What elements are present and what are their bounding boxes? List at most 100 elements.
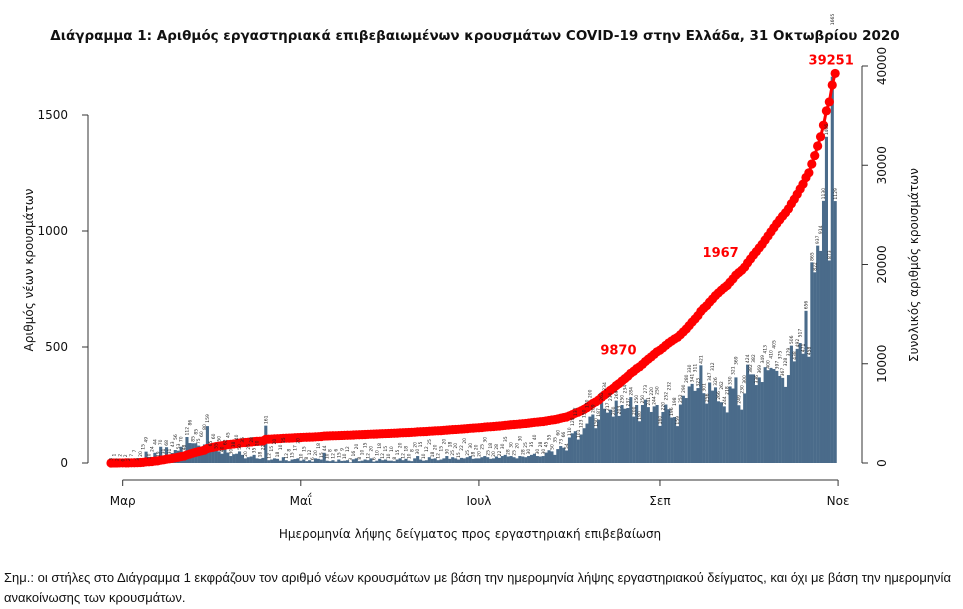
- bar-value-label: 53: [176, 443, 182, 449]
- footnote: Σημ.: οι στήλες στο Διάγραμμα 1 εκφράζου…: [4, 570, 951, 605]
- bar: [363, 459, 367, 463]
- bar: [541, 456, 545, 463]
- bar-value-label: 30: [415, 449, 421, 455]
- bar: [346, 460, 350, 463]
- bar-value-label: 85: [193, 429, 199, 435]
- bar-value-label: 301: [701, 383, 707, 392]
- bar-value-label: 22: [459, 445, 465, 451]
- bar: [419, 459, 423, 463]
- bar: [544, 452, 548, 463]
- bar: [348, 462, 353, 463]
- bar-value-label: 35: [552, 437, 558, 443]
- bar: [781, 377, 785, 463]
- bar-value-label: 822: [812, 262, 818, 271]
- bar-value-label: 20: [138, 451, 144, 457]
- bar-value-label: 150: [593, 418, 599, 427]
- bar-value-label: 86: [187, 420, 193, 426]
- bar-value-label: 20: [514, 443, 520, 449]
- bar: [185, 437, 189, 463]
- bar: [232, 454, 236, 463]
- bar: [632, 416, 636, 463]
- bar: [570, 433, 574, 463]
- bar-value-label: 873: [827, 250, 833, 259]
- bar-value-label: 330: [728, 376, 734, 385]
- bar: [486, 457, 490, 463]
- bar: [246, 457, 250, 463]
- bar: [567, 437, 572, 463]
- bar-value-label: 28: [494, 444, 500, 450]
- bar: [229, 456, 233, 463]
- bar-value-label: 56: [173, 434, 179, 440]
- bar-value-label: 15: [418, 442, 424, 448]
- bar-value-label: 10: [421, 453, 427, 459]
- bar-value-label: 8: [287, 449, 293, 452]
- bar: [696, 388, 700, 463]
- bar-value-label: 60: [555, 430, 561, 436]
- bar: [573, 431, 577, 463]
- bar-value-label: 9: [339, 448, 345, 451]
- bar: [804, 310, 808, 463]
- bar-value-label: 38: [231, 442, 237, 448]
- bar-value-label: 323: [696, 378, 702, 387]
- bar: [503, 454, 507, 463]
- bar-value-label: 15: [439, 446, 445, 452]
- bar: [351, 459, 355, 463]
- bar: [500, 456, 504, 463]
- bar-value-label: 312: [710, 362, 716, 371]
- bar-value-label: 7: [129, 454, 135, 457]
- bar-value-label: 12: [266, 453, 272, 459]
- bar-value-label: 284: [628, 387, 634, 396]
- bar-value-label: 200: [611, 406, 617, 415]
- cumulative-point: [821, 106, 832, 116]
- bar-value-label: 249: [736, 395, 742, 404]
- bar: [471, 458, 475, 463]
- bar-value-label: 12: [345, 446, 351, 452]
- y2-tick-label: 10000: [875, 345, 889, 383]
- bar-value-label: 8: [357, 457, 363, 460]
- bar-value-label: 20: [453, 443, 459, 449]
- bar: [760, 382, 764, 463]
- bar: [442, 458, 446, 463]
- bar: [386, 460, 390, 463]
- bar: [509, 456, 513, 463]
- bar: [705, 403, 709, 463]
- bar-value-label: 2: [126, 458, 132, 461]
- bar: [795, 348, 799, 463]
- bar: [824, 136, 828, 464]
- bar-value-label: 230: [608, 392, 614, 401]
- bar: [404, 458, 408, 463]
- bar: [810, 262, 814, 463]
- bar: [322, 452, 326, 463]
- bar: [751, 374, 755, 463]
- bar: [249, 456, 253, 463]
- bar-value-label: 3: [348, 458, 354, 461]
- bar-value-label: 250: [620, 395, 626, 404]
- bar-value-label: 44: [322, 445, 328, 451]
- bar-value-label: 10: [374, 450, 380, 456]
- bar: [310, 461, 315, 463]
- bar-value-label: 220: [649, 387, 655, 396]
- bar: [623, 408, 627, 463]
- bar: [401, 460, 405, 463]
- bar: [579, 434, 583, 463]
- bar-value-label: 220: [660, 402, 666, 411]
- bar: [778, 376, 782, 463]
- bar: [789, 345, 793, 463]
- y-axis-label: Αριθμός νέων κρουσμάτων: [22, 188, 36, 351]
- bar-value-label: 66: [561, 432, 567, 438]
- bar: [375, 460, 379, 463]
- bar-value-label: 250: [634, 395, 640, 404]
- bar-value-label: 8: [392, 457, 398, 460]
- bar: [693, 390, 697, 463]
- cumulative-point: [815, 132, 826, 142]
- bar-value-label: 262: [599, 392, 605, 401]
- bar: [582, 428, 586, 463]
- bar-value-label: 250: [640, 395, 646, 404]
- bar-value-label: 20: [272, 439, 278, 445]
- bar-value-label: 379: [786, 348, 792, 357]
- bar-value-label: 48: [182, 445, 188, 451]
- bar: [690, 383, 694, 463]
- bar: [611, 416, 615, 463]
